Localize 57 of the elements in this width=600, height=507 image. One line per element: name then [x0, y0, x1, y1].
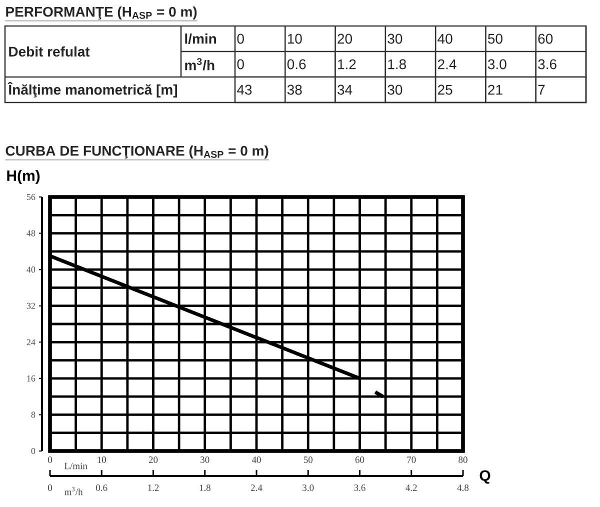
data-label: 34	[338, 84, 352, 95]
x-tick-label: 20	[148, 456, 158, 463]
y-tick-label: 48	[26, 230, 36, 236]
x-tick-label: 60	[355, 456, 364, 463]
x2-tick-label: 4.8	[457, 484, 469, 491]
x-axis-title: L/min	[64, 462, 88, 470]
data-label: 2.4	[438, 59, 456, 70]
x-tick-label: 10	[288, 34, 302, 44]
x2-tick-label: 3.6	[354, 484, 366, 491]
data-label: 3.0	[488, 59, 506, 70]
x2-tick-label: 4.2	[406, 484, 417, 491]
x-tick-label: 0	[237, 34, 244, 44]
x-tick-label: 70	[407, 456, 416, 463]
data-label: 7	[538, 84, 545, 95]
x-tick-label: 20	[338, 34, 352, 44]
y-axis-title: Debit refulat	[9, 46, 90, 57]
x-tick-label: 30	[200, 456, 210, 463]
x-tick-label: 0	[48, 456, 52, 463]
x2-tick-label: 1.2	[148, 484, 159, 491]
data-label: 0.6	[287, 59, 306, 70]
text: Q	[480, 470, 490, 484]
data-label: 43	[237, 84, 252, 95]
data-label: 38	[287, 84, 302, 95]
y2-tick-label: m$^{3}$/h	[185, 58, 214, 70]
y-tick-label: 0	[31, 448, 36, 454]
x-tick-label: 40	[252, 456, 261, 463]
y-tick-label: Înălţime manometrică [m]	[8, 82, 177, 98]
chart-title: CURBA DE FUNCŢIONARE (H$_{ASP}$ = 0 m)	[6, 145, 268, 159]
data-label: 21	[488, 84, 502, 95]
data-label: 0	[237, 59, 244, 70]
y-tick-label: 56	[26, 194, 36, 200]
x-tick-label: 80	[458, 456, 468, 463]
y-tick-label: 40	[26, 266, 36, 273]
x-tick-label: 30	[388, 34, 402, 44]
x2-axis-title: m$^{3}$/h	[64, 486, 83, 496]
x-tick-label: 60	[538, 34, 553, 44]
y-tick-label: 8	[31, 412, 36, 418]
y-tick-label: 16	[27, 375, 36, 382]
data-label: 3.6	[538, 59, 556, 70]
text: PERFORMANŢE (H$_{ASP}$ = 0 m)	[6, 6, 197, 20]
x2-tick-label: 1.8	[200, 484, 210, 491]
x2-tick-label: 0	[48, 484, 52, 491]
x-tick-label: 50	[488, 34, 502, 44]
y-tick-label: 24	[26, 339, 36, 346]
x2-tick-label: 2.4	[250, 484, 262, 491]
data-label: 1.8	[388, 59, 406, 70]
x-axis-title: l/min	[185, 34, 216, 44]
data-label: 30	[388, 84, 402, 95]
x-tick-label: 50	[304, 456, 313, 463]
x2-tick-label: 3.0	[302, 484, 314, 491]
x-tick-label: 40	[438, 34, 452, 44]
data-label: 25	[438, 84, 452, 95]
x2-tick-label: 0.6	[96, 484, 108, 491]
data-label: 1.2	[338, 59, 356, 70]
x-tick-label: 10	[98, 456, 106, 463]
y-axis-title: H(m)	[7, 170, 40, 184]
y-tick-label: 32	[26, 302, 35, 309]
